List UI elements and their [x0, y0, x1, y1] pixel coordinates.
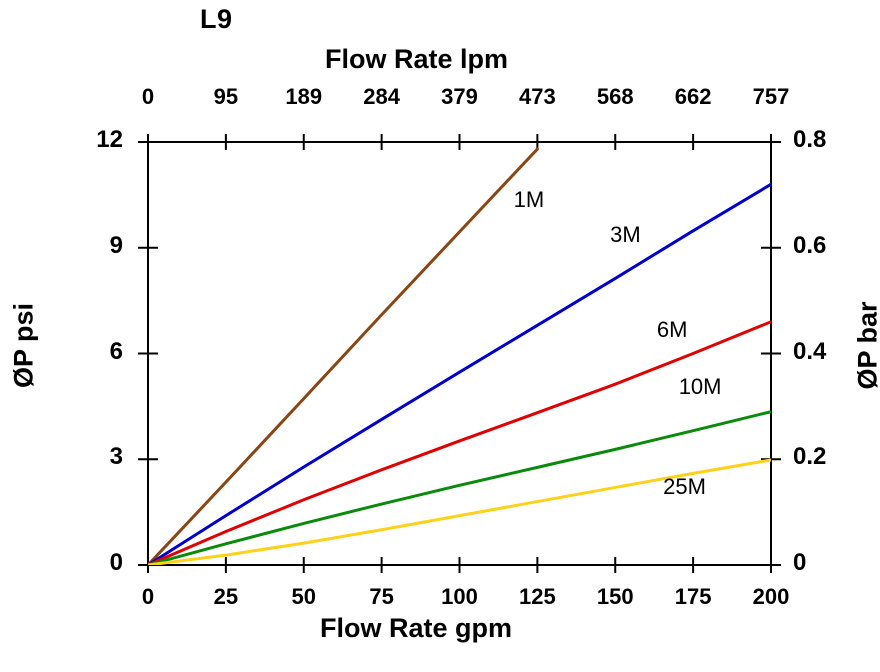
left-tick-label: 6	[109, 337, 123, 365]
top-tick-label: 95	[213, 84, 239, 109]
top-tick-label: 473	[519, 84, 556, 109]
chart-title: L9	[200, 4, 233, 34]
top-tick-label: 379	[441, 84, 478, 109]
bottom-tick-label: 0	[141, 584, 155, 609]
series-line-10m	[148, 410, 771, 565]
left-tick-label: 9	[109, 231, 123, 259]
series-line-3m	[148, 182, 771, 565]
bottom-tick-label: 50	[291, 584, 316, 609]
series-label-6m: 6M	[656, 317, 688, 343]
series-line-6m	[148, 320, 771, 565]
series-group	[148, 147, 771, 565]
top-tick-label: 568	[596, 84, 634, 109]
series-label-10m: 10M	[678, 373, 722, 399]
left-tick-label: 12	[96, 126, 123, 153]
bottom-tick-label: 25	[213, 584, 239, 609]
series-label-25m: 25M	[663, 474, 706, 500]
top-tick-label: 284	[363, 84, 400, 109]
right-tick-label: 0.4	[793, 337, 827, 365]
top-tick-label: 0	[141, 84, 155, 109]
top-tick-label: 662	[674, 84, 712, 109]
series-label-3m: 3M	[610, 222, 641, 248]
right-tick-label: 0	[793, 549, 807, 576]
bottom-tick-label: 125	[519, 584, 556, 609]
series-line-25m	[148, 458, 771, 565]
bottom-tick-label: 75	[369, 584, 394, 609]
series-line-1m	[148, 147, 539, 565]
axes-group	[138, 134, 781, 573]
right-tick-label: 0.8	[793, 126, 827, 153]
top-axis-title: Flow Rate lpm	[325, 44, 509, 74]
left-tick-label: 0	[109, 549, 123, 576]
bottom-tick-label: 100	[441, 584, 478, 609]
bottom-tick-label: 150	[596, 584, 634, 609]
bottom-axis-title: Flow Rate gpm	[320, 613, 513, 643]
series-label-1m: 1M	[513, 186, 545, 212]
right-tick-label: 0.2	[793, 443, 827, 471]
top-tick-label: 757	[752, 84, 790, 109]
bottom-tick-label: 200	[752, 584, 790, 609]
left-tick-label: 3	[109, 443, 123, 471]
top-tick-label: 189	[285, 84, 323, 109]
bottom-tick-label: 175	[674, 584, 712, 609]
right-tick-label: 0.6	[793, 231, 827, 259]
